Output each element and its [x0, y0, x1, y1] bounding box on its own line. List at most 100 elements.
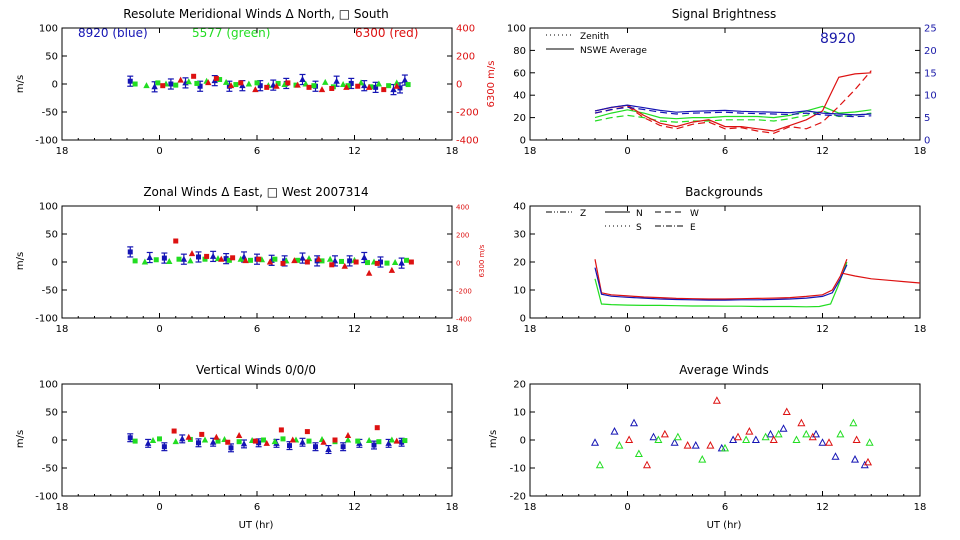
- x-tick-label: 12: [348, 146, 361, 157]
- data-point: [625, 435, 634, 443]
- average-xlabel: UT (hr): [707, 520, 742, 531]
- y-tick-label: 40: [513, 91, 526, 102]
- data-point: [311, 83, 317, 89]
- data-point: [761, 432, 770, 441]
- data-point: [331, 257, 339, 264]
- data-point: [205, 79, 212, 86]
- y2-tick-label: -200: [456, 108, 479, 119]
- data-point: [179, 435, 186, 442]
- data-point: [285, 80, 291, 86]
- x-tick-label: 18: [914, 502, 927, 513]
- data-point: [271, 438, 279, 445]
- x-tick-label: 18: [914, 146, 927, 157]
- data-point: [660, 429, 669, 438]
- x-tick-label: 6: [254, 502, 260, 513]
- average-title: Average Winds: [679, 363, 769, 377]
- data-point: [161, 255, 167, 261]
- legend-red-label: 6300 (red): [355, 26, 418, 40]
- data-point: [264, 84, 270, 90]
- y2-tick-label: 25: [924, 24, 937, 35]
- data-point: [146, 254, 153, 261]
- y-tick-label: 0: [52, 80, 58, 91]
- x-tick-label: 0: [624, 502, 630, 513]
- data-point: [213, 433, 220, 440]
- data-point: [218, 255, 225, 262]
- data-point: [242, 257, 249, 264]
- data-point: [176, 256, 182, 262]
- data-point: [371, 442, 377, 448]
- data-point: [361, 254, 368, 261]
- x-tick-label: 18: [446, 502, 459, 513]
- data-point: [326, 255, 334, 262]
- vertical-ylabel: m/s: [15, 430, 26, 448]
- data-point: [391, 259, 399, 266]
- data-point: [151, 83, 158, 90]
- data-point: [329, 262, 335, 268]
- data-point: [144, 439, 152, 446]
- data-point: [304, 259, 310, 265]
- data-point: [127, 249, 133, 255]
- y-tick-label: 40: [513, 202, 526, 213]
- y-tick-label: -50: [42, 286, 58, 297]
- legend-z-label: Z: [580, 209, 586, 219]
- data-point: [280, 260, 286, 266]
- data-point: [808, 432, 817, 441]
- data-point: [227, 82, 235, 89]
- data-point: [240, 440, 248, 447]
- data-point: [373, 84, 379, 90]
- y-tick-label: 10: [513, 408, 526, 419]
- data-point: [217, 77, 223, 83]
- data-point: [319, 258, 325, 264]
- data-point: [306, 438, 312, 444]
- data-point: [365, 437, 373, 444]
- vertical-title: Vertical Winds 0/0/0: [196, 363, 316, 377]
- data-point: [132, 438, 138, 444]
- series-line: [594, 264, 848, 301]
- y2-tick-label: 0: [456, 260, 460, 268]
- y-tick-label: -10: [510, 464, 526, 475]
- data-point: [160, 83, 166, 89]
- y2-tick-label: -200: [456, 288, 472, 296]
- y-tick-label: -100: [35, 492, 58, 503]
- data-point: [149, 437, 157, 444]
- data-point: [188, 250, 196, 257]
- series-line: [594, 105, 872, 120]
- data-point: [824, 438, 834, 446]
- meridional-ylabel: m/s: [15, 75, 26, 93]
- data-point: [811, 429, 821, 438]
- data-point: [654, 435, 663, 443]
- vertical-winds-panel: Vertical Winds 0/0/0 m/s UT (hr) 18 0 6 12 1…: [15, 363, 458, 531]
- data-point: [254, 80, 260, 86]
- data-point: [238, 80, 244, 86]
- data-point: [209, 252, 217, 259]
- data-point: [712, 396, 721, 404]
- data-point: [256, 256, 262, 262]
- data-point: [388, 436, 396, 443]
- data-point: [252, 86, 259, 93]
- meridional-winds-panel: Resolute Meridional Winds Δ North, □ Sou…: [15, 7, 497, 157]
- data-point: [215, 438, 221, 444]
- y-tick-label: 100: [507, 24, 526, 35]
- data-point: [233, 82, 239, 88]
- data-point: [318, 86, 326, 93]
- data-point: [306, 84, 312, 90]
- data-point: [266, 258, 274, 265]
- legend-zenith-label: Zenith: [580, 32, 609, 42]
- data-point: [802, 429, 811, 438]
- data-point: [222, 78, 230, 85]
- x-tick-label: 6: [254, 146, 260, 157]
- y-tick-label: -100: [35, 314, 58, 325]
- y-tick-label: 0: [52, 258, 58, 269]
- data-point: [361, 82, 368, 89]
- data-point: [865, 438, 874, 446]
- data-point: [248, 257, 253, 263]
- y2-tick-label: 200: [456, 52, 475, 63]
- x-tick-label: 18: [524, 502, 537, 513]
- y-tick-label: 100: [39, 202, 58, 213]
- x-tick-label: 0: [624, 146, 630, 157]
- data-point: [405, 82, 411, 88]
- data-point: [280, 436, 286, 442]
